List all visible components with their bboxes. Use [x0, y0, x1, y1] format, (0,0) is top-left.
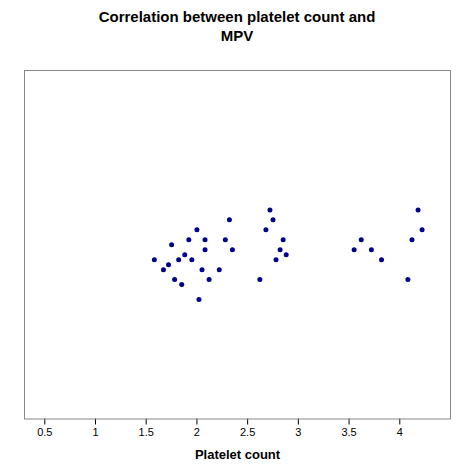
svg-text:2.5: 2.5 [240, 425, 255, 437]
svg-text:1.5: 1.5 [139, 425, 154, 437]
svg-text:0.5: 0.5 [37, 425, 52, 437]
svg-text:1: 1 [92, 425, 98, 437]
html-text:Correlation between platelet c: Correlation between platelet count and M… [98, 8, 376, 44]
svg-text:4: 4 [397, 425, 403, 437]
svg-text:2: 2 [194, 425, 200, 437]
svg-text:3: 3 [295, 425, 301, 437]
svg-text:Platelet count: Platelet count [195, 447, 281, 462]
svg-text:3.5: 3.5 [341, 425, 356, 437]
